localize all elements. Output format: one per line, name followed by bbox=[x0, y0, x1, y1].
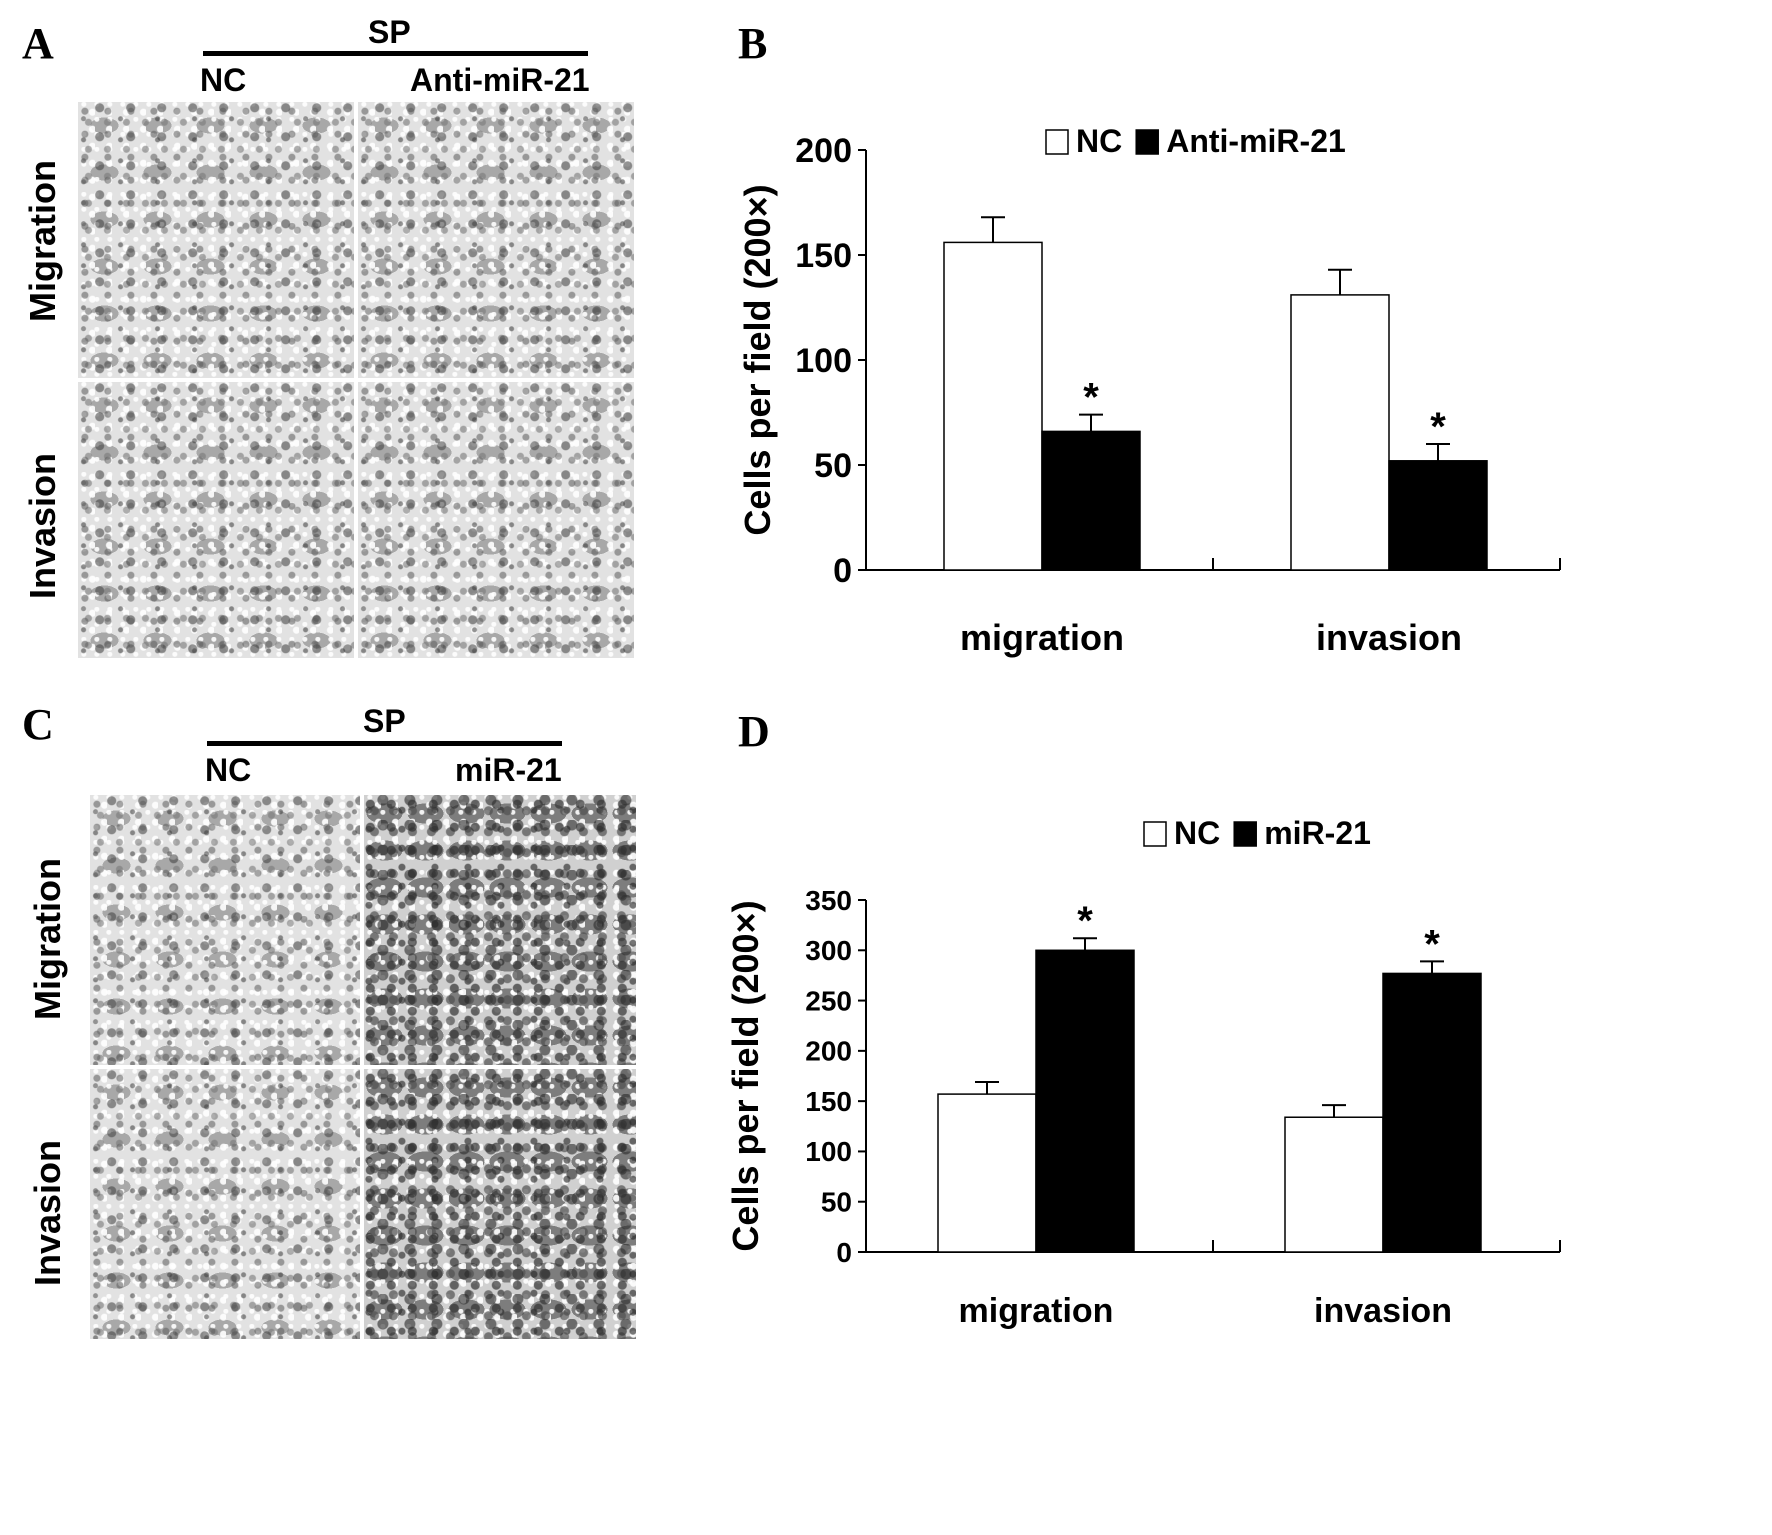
y-tick-label: 300 bbox=[805, 935, 852, 966]
panel-letter-d: D bbox=[738, 707, 770, 756]
y-tick-label: 250 bbox=[805, 985, 852, 1016]
y-tick-label: 0 bbox=[833, 552, 852, 590]
panel-a-row-invasion: Invasion bbox=[22, 452, 63, 600]
x-category-label: invasion bbox=[1316, 617, 1462, 658]
panel-a-row-migration: Migration bbox=[22, 160, 63, 322]
y-axis-label: Cells per field (200×) bbox=[737, 184, 778, 535]
y-tick-label: 200 bbox=[795, 132, 852, 170]
y-tick-label: 150 bbox=[805, 1086, 852, 1117]
bar-invasion-nc bbox=[1284, 1116, 1384, 1253]
panel-c-group-rule bbox=[207, 741, 562, 746]
significance-marker: * bbox=[1430, 405, 1446, 449]
legend-swatch-nc bbox=[1143, 821, 1167, 847]
panel-c-group-label: SP bbox=[363, 703, 406, 739]
bar-migration-nc bbox=[937, 1093, 1037, 1253]
bar-migration-mir-21 bbox=[1035, 949, 1135, 1253]
panel-a-image-nc-invasion bbox=[76, 380, 356, 660]
panel-a-col-anti-mir21: Anti-miR-21 bbox=[410, 62, 590, 98]
legend-swatch-nc bbox=[1045, 129, 1069, 155]
panel-a-group-label: SP bbox=[368, 14, 411, 50]
x-category-label: invasion bbox=[1314, 1292, 1452, 1330]
y-tick-label: 50 bbox=[821, 1187, 852, 1218]
bar-migration-anti-mir-21 bbox=[1041, 430, 1141, 571]
panel-c-image-mir21-invasion bbox=[362, 1067, 638, 1341]
panel-c-image-nc-invasion bbox=[88, 1067, 362, 1341]
legend-swatch-mir-21 bbox=[1233, 821, 1257, 847]
panel-c-row-invasion: Invasion bbox=[27, 1139, 68, 1287]
y-tick-label: 350 bbox=[805, 885, 852, 916]
legend-label-nc: NC bbox=[1076, 123, 1122, 159]
y-axis-label: Cells per field (200×) bbox=[725, 900, 766, 1251]
panel-a-image-nc-migration bbox=[76, 100, 356, 380]
panel-c-image-mir21-migration bbox=[362, 793, 638, 1067]
y-tick-label: 100 bbox=[805, 1136, 852, 1167]
panel-letter-a: A bbox=[22, 19, 54, 68]
bar-invasion-anti-mir-21 bbox=[1388, 460, 1488, 571]
significance-marker: * bbox=[1077, 899, 1093, 943]
panel-c-image-nc-migration bbox=[88, 793, 362, 1067]
significance-marker: * bbox=[1083, 376, 1099, 420]
x-category-label: migration bbox=[960, 617, 1124, 658]
y-tick-label: 100 bbox=[795, 342, 852, 380]
panel-letter-b: B bbox=[738, 19, 768, 68]
bar-invasion-nc bbox=[1290, 294, 1390, 571]
panel-c-col-mir21: miR-21 bbox=[455, 752, 562, 788]
y-tick-label: 50 bbox=[814, 447, 852, 485]
legend-label-nc: NC bbox=[1174, 815, 1220, 851]
legend-label-anti-mir-21: Anti-miR-21 bbox=[1166, 123, 1346, 159]
panel-a-image-anti-invasion bbox=[356, 380, 636, 660]
panel-a-image-anti-migration bbox=[356, 100, 636, 380]
panel-c-col-nc: NC bbox=[205, 752, 252, 788]
bar-invasion-mir-21 bbox=[1382, 972, 1482, 1253]
y-tick-label: 150 bbox=[795, 237, 852, 275]
panel-c-row-migration: Migration bbox=[27, 858, 68, 1020]
panel-a-group-rule bbox=[203, 51, 588, 56]
y-tick-label: 0 bbox=[836, 1237, 852, 1268]
y-tick-label: 200 bbox=[805, 1036, 852, 1067]
legend-label-mir-21: miR-21 bbox=[1264, 815, 1371, 851]
significance-marker: * bbox=[1424, 922, 1440, 966]
bar-migration-nc bbox=[943, 241, 1043, 571]
chart-d: 0 50 100 150 200 250 300 350 Cells per field (20… bbox=[725, 815, 1561, 1330]
x-category-label: migration bbox=[959, 1292, 1114, 1330]
legend-swatch-anti-mir-21 bbox=[1135, 129, 1159, 155]
panel-a-col-nc: NC bbox=[200, 62, 247, 98]
panel-letter-c: C bbox=[22, 700, 54, 749]
chart-b: 0 50 100 150 200 Cells per field (200×) * migra… bbox=[737, 123, 1561, 658]
